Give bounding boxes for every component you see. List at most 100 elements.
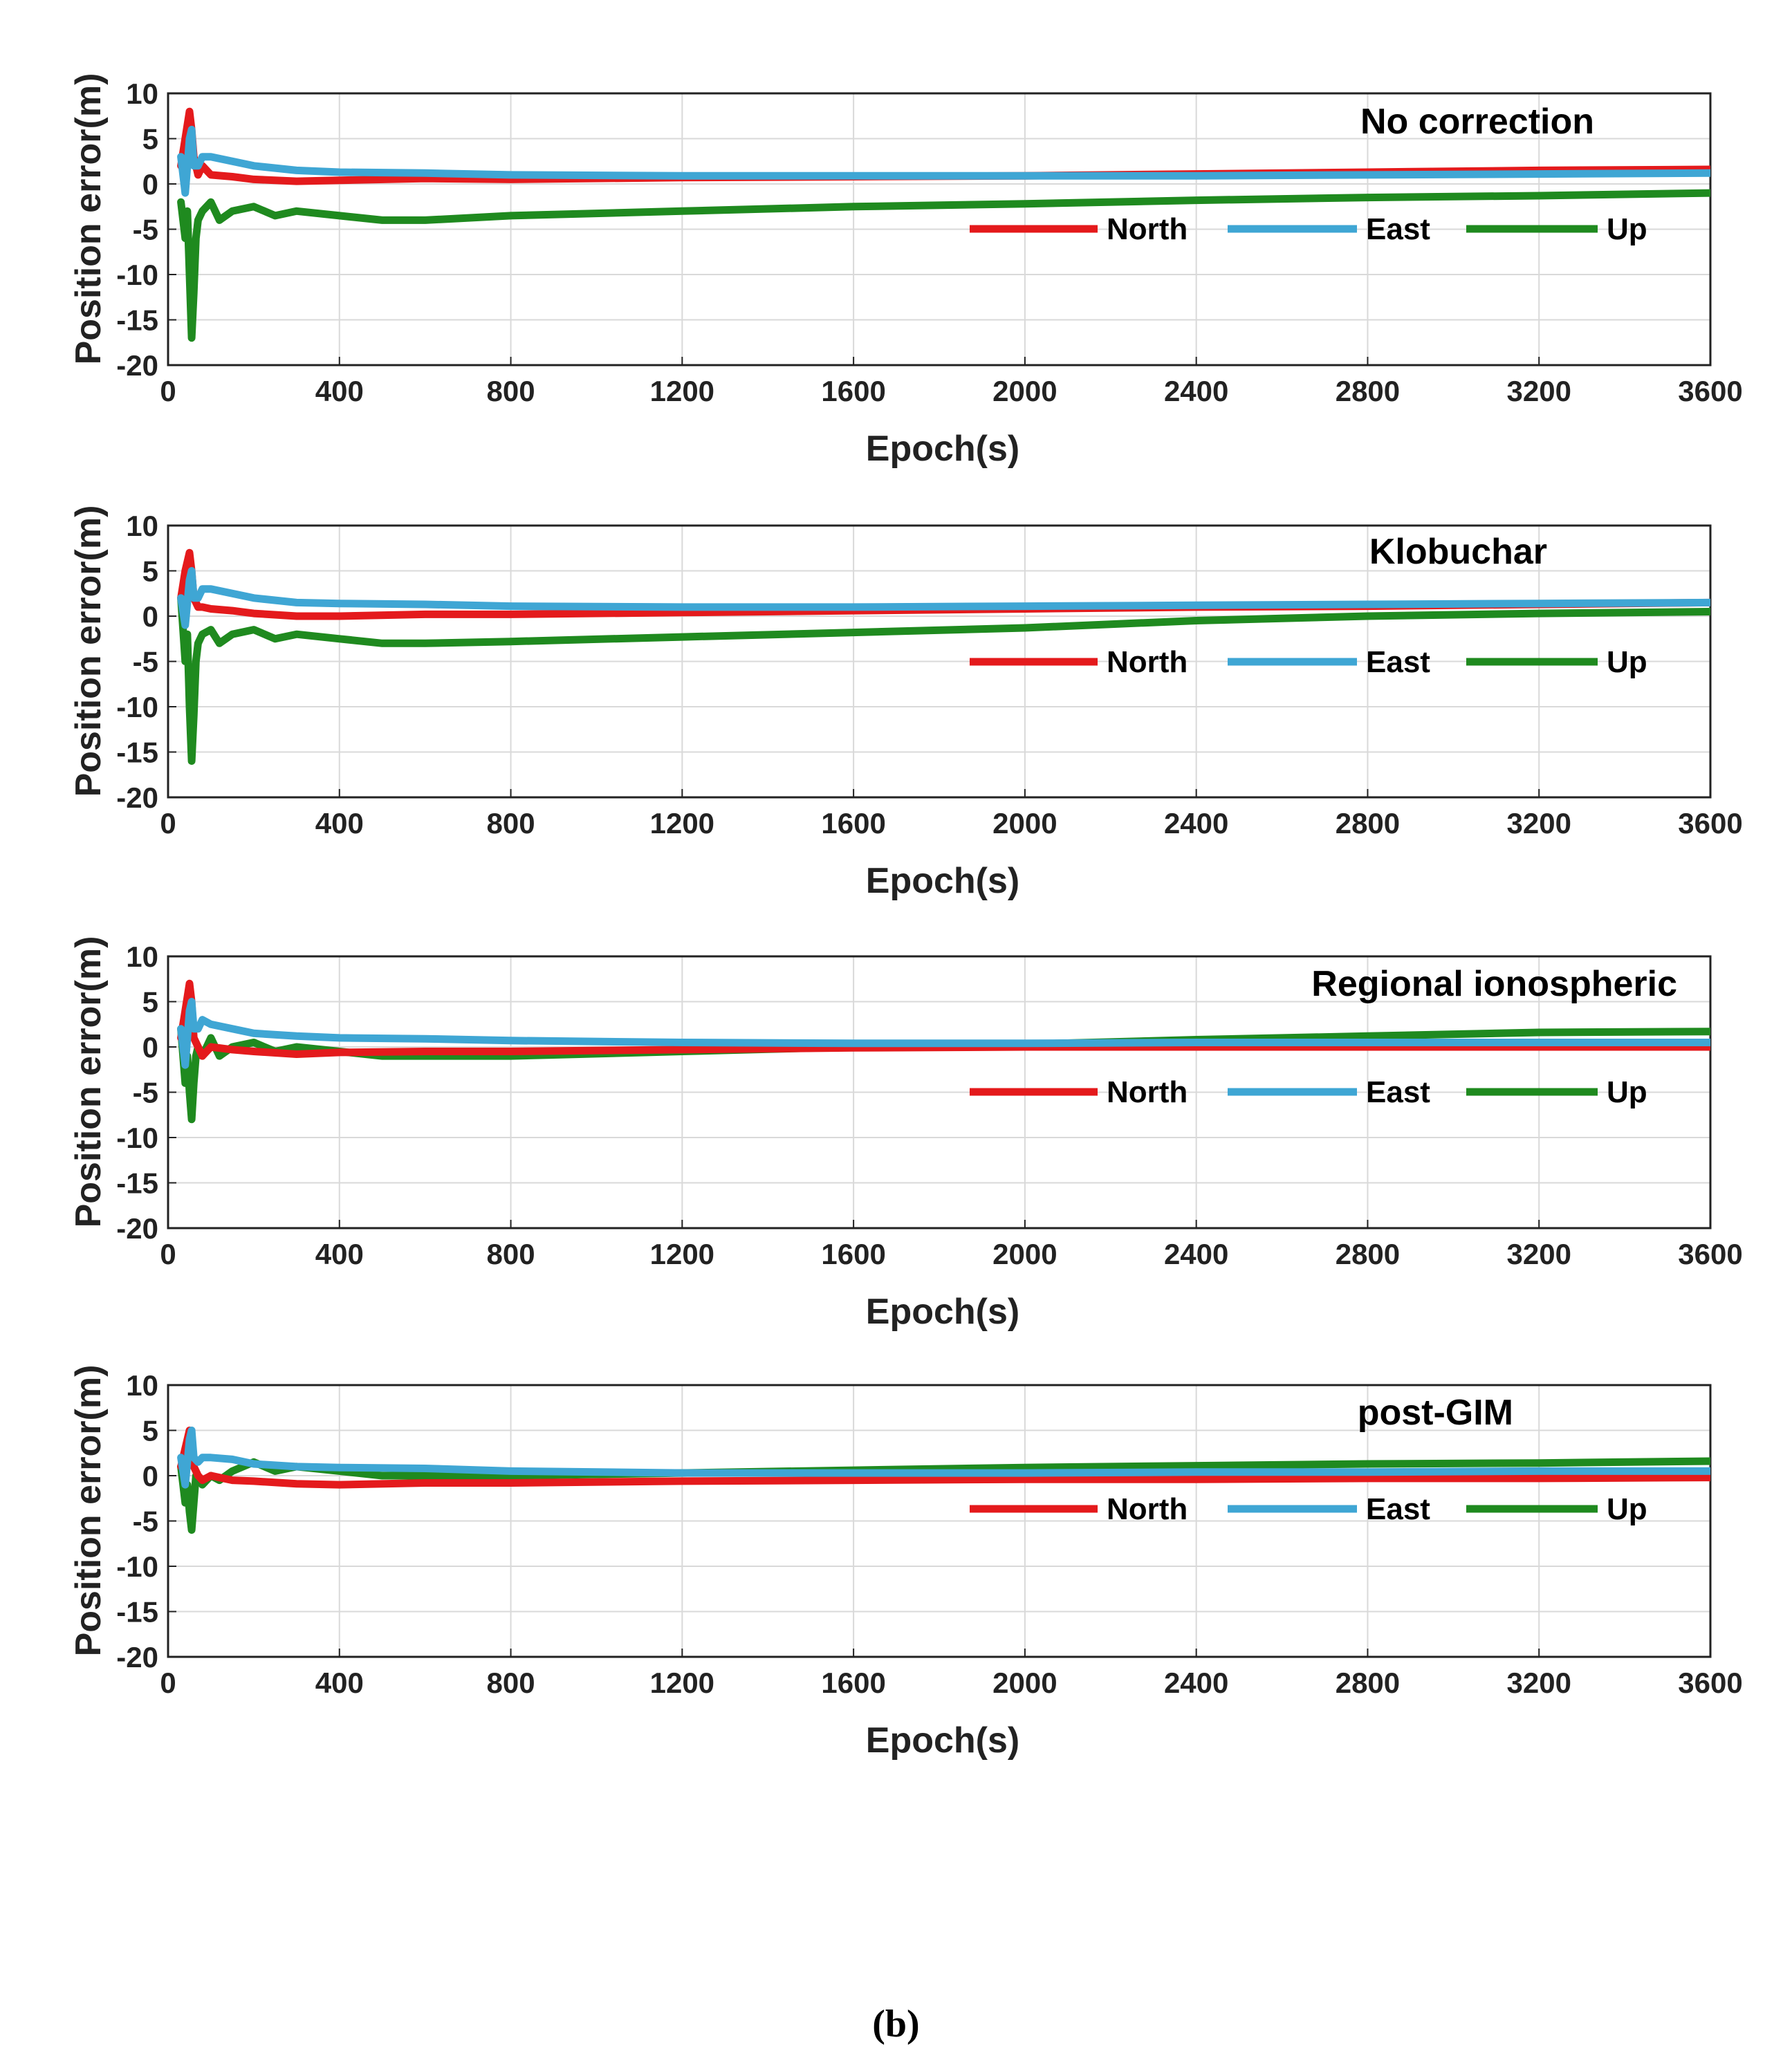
x-tick-label: 2800 <box>1336 1238 1400 1270</box>
legend-label-up: Up <box>1607 1492 1647 1526</box>
x-tick-label: 2800 <box>1336 1667 1400 1699</box>
x-tick-label: 2800 <box>1336 375 1400 407</box>
x-tick-label: 0 <box>160 807 176 839</box>
y-tick-label: 10 <box>126 940 158 973</box>
plot-frame <box>167 92 1712 366</box>
x-tick-label: 800 <box>487 1238 535 1270</box>
x-tick-label: 0 <box>160 375 176 407</box>
y-tick-label: 0 <box>142 1031 158 1064</box>
y-tick-label: -15 <box>116 736 158 769</box>
x-tick-label: 2000 <box>992 1238 1057 1270</box>
x-tick-label: 400 <box>315 1238 364 1270</box>
plot-frame <box>167 524 1712 799</box>
y-tick-label: 0 <box>142 168 158 201</box>
x-tick-label: 1600 <box>821 1667 885 1699</box>
x-tick-label: 0 <box>160 1238 176 1270</box>
y-tick-label: 5 <box>142 123 158 156</box>
x-tick-label: 1600 <box>821 375 885 407</box>
y-tick-label: -10 <box>116 1550 158 1583</box>
panel-title: Klobuchar <box>1369 532 1547 572</box>
x-tick-label: 3600 <box>1678 1238 1742 1270</box>
series-line-up <box>177 189 1710 342</box>
y-tick-label: 5 <box>142 555 158 588</box>
x-tick-label: 1600 <box>821 1238 885 1270</box>
x-tick-label: 2000 <box>992 375 1057 407</box>
y-tick-label: 5 <box>142 1415 158 1447</box>
panel-title: post-GIM <box>1358 1393 1513 1433</box>
series-line-east <box>177 567 1710 629</box>
y-tick-label: 10 <box>126 77 158 110</box>
y-tick-label: -5 <box>133 1077 158 1109</box>
plot-frame <box>167 955 1712 1229</box>
y-axis-title: Position error(m) <box>68 936 109 1228</box>
x-tick-label: 800 <box>487 807 535 839</box>
y-tick-label: -10 <box>116 691 158 723</box>
x-tick-label: 1200 <box>650 1667 714 1699</box>
y-tick-label: -5 <box>133 646 158 678</box>
y-tick-label: -20 <box>116 1212 158 1245</box>
y-tick-label: -20 <box>116 349 158 382</box>
series-line-east <box>177 1427 1710 1489</box>
panel-3: 0 400 800 1200 1600 2000 2400 2800 3200 36001050-… <box>68 936 1743 1332</box>
x-tick-label: 2400 <box>1164 807 1228 839</box>
legend-label-north: North <box>1107 1492 1188 1526</box>
x-tick-label: 3600 <box>1678 807 1742 839</box>
panel-1: 0 400 800 1200 1600 2000 2400 2800 3200 36001050-… <box>68 73 1743 469</box>
x-tick-label: 3600 <box>1678 375 1742 407</box>
y-tick-label: 10 <box>126 510 158 542</box>
x-tick-label: 3200 <box>1507 375 1571 407</box>
x-tick-label: 2400 <box>1164 1238 1228 1270</box>
legend-label-east: East <box>1366 1492 1430 1526</box>
plot-frame <box>167 1384 1712 1658</box>
x-tick-label: 1200 <box>650 375 714 407</box>
series-line-east <box>177 998 1710 1069</box>
y-tick-label: -20 <box>116 1641 158 1673</box>
legend-label-up: Up <box>1607 212 1647 246</box>
figure-caption: (b) <box>872 2003 920 2045</box>
legend-label-east: East <box>1366 645 1430 679</box>
y-tick-label: -15 <box>116 1167 158 1200</box>
y-tick-label: -10 <box>116 259 158 291</box>
x-tick-label: 400 <box>315 1667 364 1699</box>
legend-label-north: North <box>1107 1075 1188 1109</box>
x-tick-label: 2400 <box>1164 1667 1228 1699</box>
y-tick-label: -15 <box>116 1596 158 1628</box>
x-axis-title: Epoch(s) <box>866 1720 1019 1761</box>
legend-label-up: Up <box>1607 1075 1647 1109</box>
x-tick-label: 400 <box>315 807 364 839</box>
series-line-east <box>177 125 1710 197</box>
y-tick-label: -5 <box>133 1505 158 1538</box>
x-tick-label: 3200 <box>1507 807 1571 839</box>
x-tick-label: 400 <box>315 375 364 407</box>
x-tick-label: 1200 <box>650 807 714 839</box>
x-tick-label: 2400 <box>1164 375 1228 407</box>
y-axis-title: Position error(m) <box>68 73 109 365</box>
y-tick-label: 0 <box>142 1460 158 1492</box>
y-axis-title: Position error(m) <box>68 505 109 797</box>
legend-label-up: Up <box>1607 645 1647 679</box>
y-tick-label: 5 <box>142 986 158 1019</box>
legend-label-east: East <box>1366 212 1430 246</box>
y-tick-label: -15 <box>116 304 158 337</box>
legend-label-east: East <box>1366 1075 1430 1109</box>
x-tick-label: 3200 <box>1507 1238 1571 1270</box>
x-tick-label: 800 <box>487 375 535 407</box>
x-tick-label: 2000 <box>992 1667 1057 1699</box>
panel-2: 0 400 800 1200 1600 2000 2400 2800 3200 36001050-… <box>68 505 1743 901</box>
y-tick-label: -10 <box>116 1122 158 1154</box>
x-tick-label: 2800 <box>1336 807 1400 839</box>
legend-label-north: North <box>1107 212 1188 246</box>
x-axis-title: Epoch(s) <box>866 429 1019 469</box>
x-tick-label: 1200 <box>650 1238 714 1270</box>
y-tick-label: -5 <box>133 214 158 246</box>
y-tick-label: 0 <box>142 600 158 633</box>
y-axis-title: Position error(m) <box>68 1365 109 1657</box>
panel-title: No correction <box>1360 102 1594 142</box>
x-tick-label: 0 <box>160 1667 176 1699</box>
x-tick-label: 3200 <box>1507 1667 1571 1699</box>
panel-title: Regional ionospheric <box>1311 964 1677 1004</box>
legend-label-north: North <box>1107 645 1188 679</box>
panel-4: 0 400 800 1200 1600 2000 2400 2800 3200 36001050-… <box>68 1365 1743 1761</box>
x-tick-label: 1600 <box>821 807 885 839</box>
